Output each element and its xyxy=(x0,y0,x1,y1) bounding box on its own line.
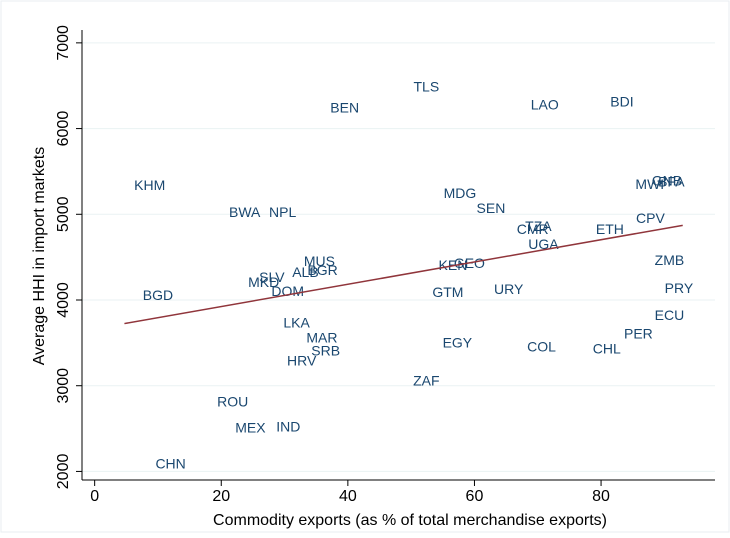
y-tick-label: 4000 xyxy=(55,282,72,318)
point-label: PRY xyxy=(665,280,694,296)
point-label: ECU xyxy=(655,307,685,323)
fit-line xyxy=(124,224,683,325)
point-label: ZMB xyxy=(655,252,685,268)
point-label: TLS xyxy=(414,79,440,95)
y-axis-label: Average HHI in import markets xyxy=(31,147,48,365)
point-label: MEX xyxy=(235,420,266,436)
point-label: ZAF xyxy=(413,372,439,388)
point-label: ETH xyxy=(596,221,624,237)
point-label: BDI xyxy=(610,94,633,110)
point-label: SRB xyxy=(311,342,340,358)
point-label: PER xyxy=(624,325,653,341)
point-label: GNB xyxy=(652,172,682,188)
point-label: TZA xyxy=(525,218,552,234)
x-tick-label: 60 xyxy=(466,488,484,505)
point-label: BFA xyxy=(658,173,685,189)
point-label: EGY xyxy=(443,334,473,350)
point-label: NPL xyxy=(269,204,296,220)
point-label: SLV xyxy=(259,269,285,285)
point-label: LKA xyxy=(283,314,310,330)
point-label: DOM xyxy=(271,283,304,299)
x-tick-label: 0 xyxy=(90,488,99,505)
point-label: ALB xyxy=(292,264,318,280)
point-label: IND xyxy=(276,419,300,435)
x-tick-label: 20 xyxy=(212,488,230,505)
point-label: BEN xyxy=(330,100,359,116)
x-tick-label: 80 xyxy=(592,488,610,505)
y-tick-label: 5000 xyxy=(55,196,72,232)
y-tick-label: 7000 xyxy=(55,25,72,61)
point-label: MAR xyxy=(306,329,337,345)
point-label: CMR xyxy=(517,221,549,237)
point-label: CHL xyxy=(593,340,621,356)
point-label: HRV xyxy=(287,352,317,368)
x-tick-label: 40 xyxy=(339,488,357,505)
point-label: KHM xyxy=(134,177,165,193)
y-tick-label: 2000 xyxy=(55,454,72,490)
point-label: ROU xyxy=(217,393,248,409)
y-tick-label: 3000 xyxy=(55,368,72,404)
point-label: COL xyxy=(527,338,556,354)
point-label: SEN xyxy=(477,200,506,216)
point-label: MKD xyxy=(248,274,279,290)
point-label: BWA xyxy=(229,204,261,220)
point-label: MUS xyxy=(304,253,335,269)
point-label: MDG xyxy=(444,185,477,201)
point-label: GTM xyxy=(432,284,463,300)
point-label: CPV xyxy=(636,210,665,226)
point-label: LAO xyxy=(531,97,559,113)
y-tick-label: 6000 xyxy=(55,111,72,147)
point-label: MWI xyxy=(635,176,664,192)
point-label: BGR xyxy=(307,262,337,278)
point-label: CHN xyxy=(155,456,185,472)
x-axis-label: Commodity exports (as % of total merchan… xyxy=(213,512,607,529)
point-label: URY xyxy=(494,281,524,297)
point-label: BGD xyxy=(143,287,173,303)
